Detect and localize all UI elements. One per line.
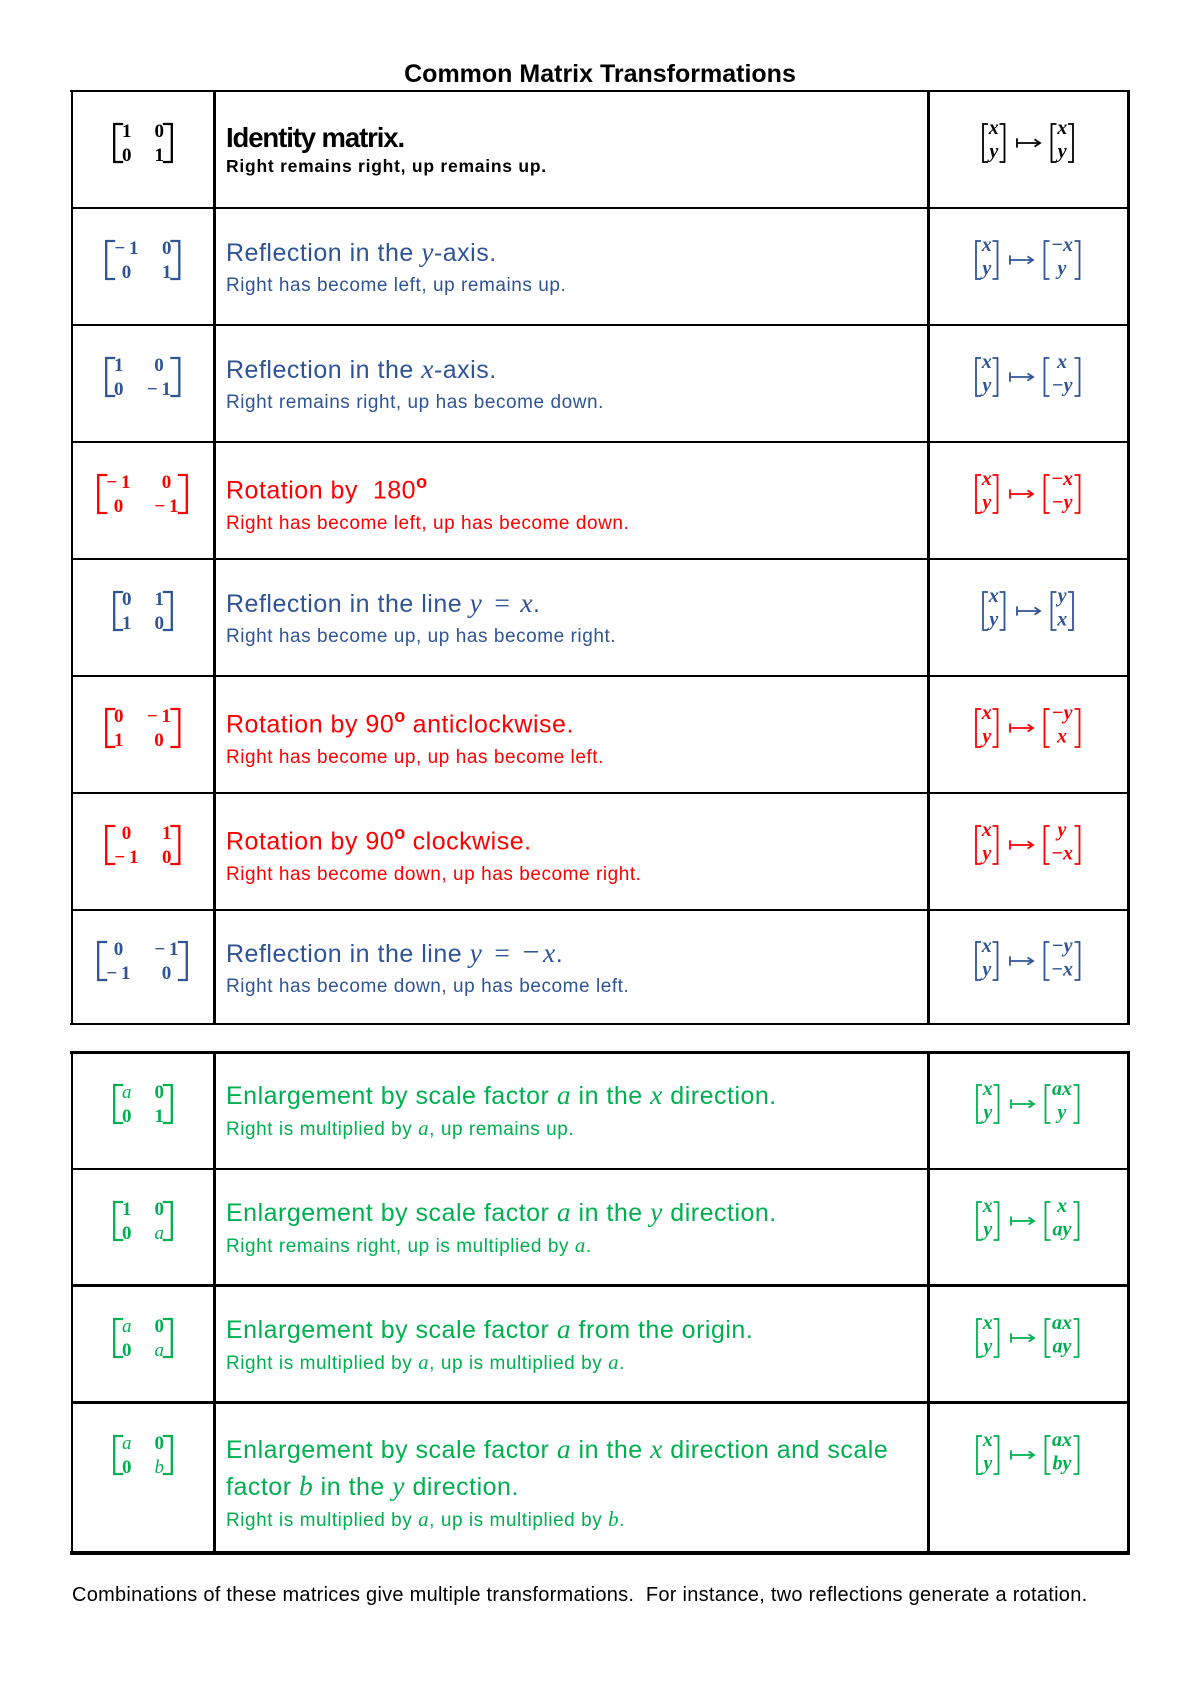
svg-text:x: x bbox=[981, 937, 992, 957]
svg-text:y: y bbox=[1056, 821, 1067, 841]
svg-text:0: 0 bbox=[122, 823, 132, 844]
svg-text:−x: −x bbox=[1051, 843, 1073, 865]
svg-text:0: 0 bbox=[122, 262, 132, 283]
svg-text:y: y bbox=[981, 492, 992, 514]
svg-text:0: 0 bbox=[114, 379, 124, 400]
svg-text:y: y bbox=[1056, 587, 1067, 607]
svg-text:x: x bbox=[982, 1197, 993, 1217]
svg-text:x: x bbox=[981, 704, 992, 724]
svg-text:y: y bbox=[982, 1219, 993, 1241]
svg-text:x: x bbox=[1056, 726, 1067, 748]
svg-text:a: a bbox=[122, 1433, 132, 1454]
svg-text:−x: −x bbox=[1051, 470, 1073, 490]
svg-text:1: 1 bbox=[114, 355, 124, 376]
svg-text:0: 0 bbox=[154, 355, 164, 376]
svg-text:0: 0 bbox=[162, 472, 172, 493]
svg-text:− 1: − 1 bbox=[147, 379, 171, 400]
svg-text:−x: −x bbox=[1051, 958, 1073, 980]
svg-text:0: 0 bbox=[154, 121, 164, 142]
svg-text:y: y bbox=[981, 726, 992, 748]
svg-text:x: x bbox=[982, 1314, 993, 1334]
svg-text:x: x bbox=[1056, 119, 1067, 139]
svg-text:a: a bbox=[122, 1082, 132, 1103]
svg-text:y: y bbox=[1056, 1102, 1067, 1124]
svg-text:−y: −y bbox=[1052, 704, 1073, 724]
svg-text:0: 0 bbox=[154, 1433, 164, 1454]
svg-text:0: 0 bbox=[154, 613, 164, 634]
svg-text:− 1: − 1 bbox=[147, 706, 171, 727]
svg-text:0: 0 bbox=[114, 496, 124, 517]
svg-text:0: 0 bbox=[122, 1340, 132, 1361]
svg-text:y: y bbox=[1056, 258, 1067, 280]
svg-text:0: 0 bbox=[122, 145, 132, 166]
svg-text:0: 0 bbox=[122, 1457, 132, 1478]
svg-text:0: 0 bbox=[154, 1199, 164, 1220]
svg-text:1: 1 bbox=[162, 262, 172, 283]
svg-text:y: y bbox=[987, 140, 998, 162]
svg-text:1: 1 bbox=[162, 823, 172, 844]
svg-text:y: y bbox=[981, 958, 992, 980]
svg-text:ax: ax bbox=[1052, 1431, 1072, 1451]
svg-text:1: 1 bbox=[122, 613, 132, 634]
svg-text:0: 0 bbox=[122, 1106, 132, 1127]
svg-text:ax: ax bbox=[1052, 1080, 1072, 1100]
svg-text:a: a bbox=[154, 1340, 164, 1361]
svg-text:a: a bbox=[122, 1316, 132, 1337]
svg-text:x: x bbox=[1056, 609, 1067, 631]
svg-text:− 1: − 1 bbox=[114, 847, 138, 868]
svg-text:1: 1 bbox=[154, 589, 164, 610]
svg-text:0: 0 bbox=[154, 1082, 164, 1103]
svg-text:0: 0 bbox=[122, 1223, 132, 1244]
svg-text:−y: −y bbox=[1052, 375, 1073, 397]
svg-text:x: x bbox=[988, 587, 999, 607]
svg-text:x: x bbox=[981, 236, 992, 256]
svg-text:0: 0 bbox=[114, 939, 124, 960]
svg-text:0: 0 bbox=[122, 589, 132, 610]
svg-text:0: 0 bbox=[154, 1316, 164, 1337]
svg-text:b: b bbox=[154, 1457, 164, 1478]
svg-text:y: y bbox=[981, 843, 992, 865]
svg-text:1: 1 bbox=[154, 1106, 164, 1127]
svg-text:by: by bbox=[1053, 1452, 1072, 1474]
svg-text:x: x bbox=[981, 821, 992, 841]
svg-text:1: 1 bbox=[114, 730, 124, 751]
svg-text:ay: ay bbox=[1053, 1219, 1072, 1241]
svg-text:a: a bbox=[154, 1223, 164, 1244]
svg-text:1: 1 bbox=[122, 121, 132, 142]
svg-text:0: 0 bbox=[162, 847, 172, 868]
svg-text:y: y bbox=[982, 1102, 993, 1124]
svg-text:− 1: − 1 bbox=[106, 472, 130, 493]
svg-text:y: y bbox=[981, 375, 992, 397]
svg-text:0: 0 bbox=[162, 963, 172, 984]
svg-text:y: y bbox=[987, 609, 998, 631]
svg-text:− 1: − 1 bbox=[106, 963, 130, 984]
svg-text:− 1: − 1 bbox=[114, 238, 138, 259]
svg-text:x: x bbox=[1056, 353, 1067, 373]
svg-text:y: y bbox=[1056, 140, 1067, 162]
svg-text:x: x bbox=[981, 353, 992, 373]
svg-text:− 1: − 1 bbox=[154, 939, 178, 960]
svg-text:x: x bbox=[988, 119, 999, 139]
svg-text:1: 1 bbox=[122, 1199, 132, 1220]
svg-text:y: y bbox=[981, 258, 992, 280]
svg-text:1: 1 bbox=[154, 145, 164, 166]
svg-text:−x: −x bbox=[1051, 236, 1073, 256]
svg-text:ay: ay bbox=[1053, 1336, 1072, 1358]
svg-text:x: x bbox=[982, 1431, 993, 1451]
svg-text:−y: −y bbox=[1052, 492, 1073, 514]
svg-text:y: y bbox=[982, 1452, 993, 1474]
svg-text:0: 0 bbox=[154, 730, 164, 751]
svg-text:x: x bbox=[1056, 1197, 1067, 1217]
svg-text:y: y bbox=[982, 1336, 993, 1358]
svg-text:−y: −y bbox=[1052, 937, 1073, 957]
svg-text:0: 0 bbox=[114, 706, 124, 727]
svg-text:x: x bbox=[982, 1080, 993, 1100]
svg-text:x: x bbox=[981, 470, 992, 490]
svg-text:0: 0 bbox=[162, 238, 172, 259]
svg-text:ax: ax bbox=[1052, 1314, 1072, 1334]
svg-text:− 1: − 1 bbox=[154, 496, 178, 517]
